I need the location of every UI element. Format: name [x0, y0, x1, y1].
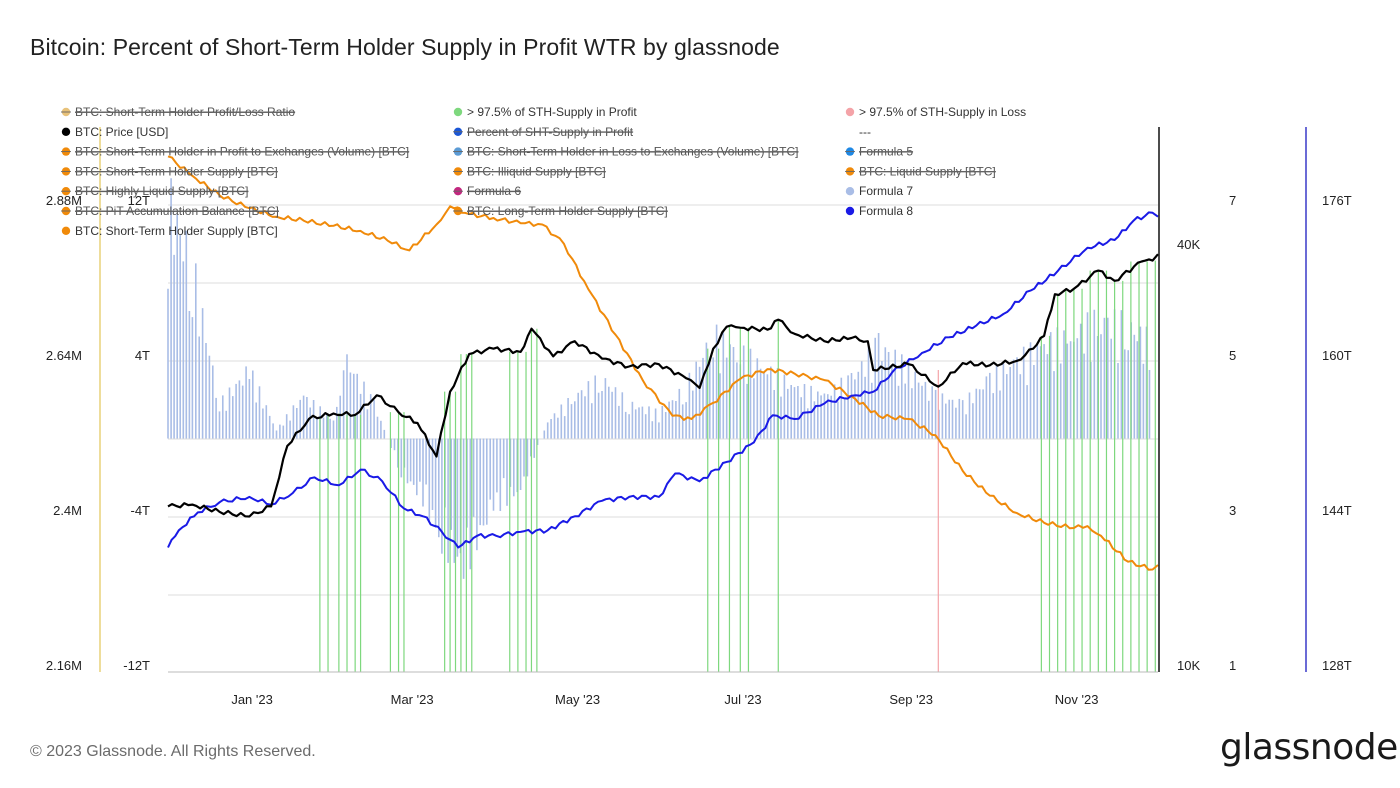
legend-label: Formula 7 — [859, 184, 913, 198]
formula8-line — [167, 211, 1159, 549]
legend[interactable]: BTC: Short-Term Holder Profit/Loss Ratio… — [61, 105, 1026, 238]
supply-tick: 2.64M — [46, 348, 82, 363]
legend-item[interactable]: BTC: Long-Term Holder Supply [BTC] — [453, 204, 668, 218]
formula7-tick: -4T — [131, 503, 151, 518]
legend-item[interactable]: > 97.5% of STH-Supply in Profit — [453, 105, 638, 119]
formula8-tick: 7 — [1229, 193, 1236, 208]
legend-swatch-icon — [61, 127, 71, 136]
legend-item[interactable]: Formula 7 — [845, 184, 914, 198]
formula8-tick: 5 — [1229, 348, 1236, 363]
formula8-right-tick: 176T — [1322, 193, 1352, 208]
formula8-tick: 1 — [1229, 658, 1236, 673]
legend-label: BTC: Price [USD] — [75, 125, 168, 139]
legend-item[interactable]: BTC: Liquid Supply [BTC] — [845, 164, 996, 178]
x-tick: Mar '23 — [391, 692, 434, 707]
price-tick: 40K — [1177, 237, 1200, 252]
legend-item[interactable]: BTC: Short-Term Holder in Loss to Exchan… — [453, 145, 799, 159]
supply-tick: 2.88M — [46, 193, 82, 208]
series-lines — [167, 155, 1159, 571]
legend-label: --- — [859, 125, 871, 139]
legend-item[interactable]: BTC: Highly Liquid Supply [BTC] — [61, 184, 249, 198]
legend-item[interactable]: Formula 6 — [453, 184, 521, 198]
supply-tick: 2.16M — [46, 658, 82, 673]
legend-swatch-icon — [61, 226, 71, 235]
legend-swatch-icon — [845, 206, 855, 216]
formula8-right-tick: 160T — [1322, 348, 1352, 363]
formula7-tick: -12T — [123, 658, 150, 673]
legend-label: > 97.5% of STH-Supply in Profit — [467, 105, 637, 119]
formula7-bars — [167, 178, 1151, 579]
sth-supply-line — [167, 155, 1159, 571]
legend-item[interactable]: BTC: Short-Term Holder Profit/Loss Ratio — [61, 105, 295, 119]
axes — [99, 127, 1307, 673]
x-tick: Jul '23 — [724, 692, 761, 707]
legend-swatch-icon — [453, 107, 463, 117]
legend-item[interactable]: Formula 5 — [845, 145, 913, 159]
x-tick: Nov '23 — [1055, 692, 1099, 707]
legend-label: Formula 8 — [859, 204, 913, 218]
legend-label: > 97.5% of STH-Supply in Loss — [859, 105, 1026, 119]
legend-swatch-icon — [845, 107, 855, 117]
legend-item[interactable]: Percent of SHT-Supply in Profit — [453, 125, 634, 139]
formula7-tick: 12T — [128, 193, 150, 208]
legend-item[interactable]: BTC: Illiquid Supply [BTC] — [453, 164, 606, 178]
price-tick: 10K — [1177, 658, 1200, 673]
legend-item[interactable]: --- — [859, 125, 871, 139]
x-tick: Sep '23 — [889, 692, 933, 707]
supply-bands — [319, 260, 1156, 672]
formula7-tick: 4T — [135, 348, 150, 363]
legend-item[interactable]: BTC: PiT Accumulation Balance [BTC] — [61, 204, 279, 218]
tick-labels: 2.88M 2.64M 2.4M 2.16M 12T 4T -4T -12T 7 5 3 1 176T 1… — [46, 193, 1352, 707]
price-line — [167, 253, 1159, 518]
legend-label: BTC: Short-Term Holder Supply [BTC] — [75, 224, 278, 238]
legend-item[interactable]: BTC: Price [USD] — [61, 125, 169, 139]
formula8-right-tick: 144T — [1322, 503, 1352, 518]
x-tick: Jan '23 — [231, 692, 273, 707]
legend-item[interactable]: BTC: Short-Term Holder Supply [BTC] — [61, 164, 278, 178]
legend-item[interactable]: > 97.5% of STH-Supply in Loss — [845, 105, 1026, 119]
supply-tick: 2.4M — [53, 503, 82, 518]
legend-item[interactable]: Formula 8 — [845, 204, 914, 218]
chart-title: Bitcoin: Percent of Short-Term Holder Su… — [30, 34, 780, 60]
legend-swatch-icon — [845, 187, 855, 196]
copyright: © 2023 Glassnode. All Rights Reserved. — [30, 743, 316, 760]
glassnode-logo[interactable]: glassnode — [1220, 727, 1398, 768]
x-tick: May '23 — [555, 692, 600, 707]
formula8-tick: 3 — [1229, 503, 1236, 518]
formula8-right-tick: 128T — [1322, 658, 1352, 673]
legend-item[interactable]: BTC: Short-Term Holder Supply [BTC] — [61, 224, 278, 238]
legend-item[interactable]: BTC: Short-Term Holder in Profit to Exch… — [61, 145, 410, 159]
